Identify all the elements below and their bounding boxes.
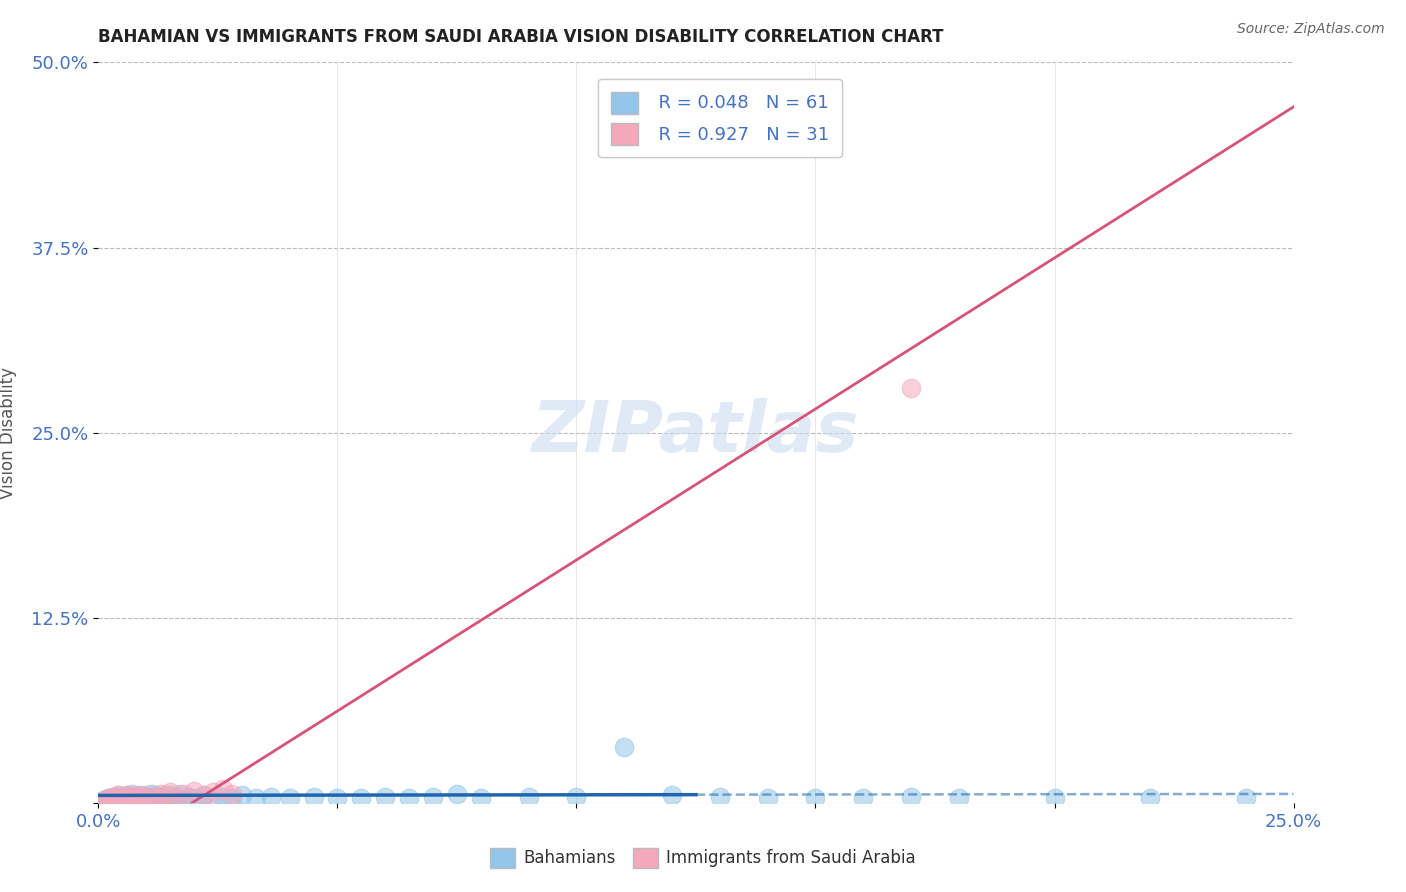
Point <box>183 784 205 798</box>
Point <box>125 793 148 807</box>
Point <box>125 789 148 804</box>
Point <box>231 789 253 803</box>
Point <box>131 791 153 805</box>
Point <box>173 793 195 807</box>
Point <box>125 789 148 803</box>
Y-axis label: Vision Disability: Vision Disability <box>0 367 17 499</box>
Point <box>302 789 325 804</box>
Point <box>101 794 124 808</box>
Point <box>135 789 157 804</box>
Point <box>91 793 114 807</box>
Point <box>91 794 114 808</box>
Point <box>221 787 243 801</box>
Point <box>900 381 922 395</box>
Point <box>115 793 138 807</box>
Point <box>145 789 167 803</box>
Point <box>1043 791 1066 805</box>
Point <box>517 789 540 804</box>
Point <box>374 789 396 804</box>
Point <box>145 793 167 807</box>
Point <box>155 793 177 807</box>
Point <box>350 791 373 805</box>
Legend: Bahamians, Immigrants from Saudi Arabia: Bahamians, Immigrants from Saudi Arabia <box>484 841 922 875</box>
Point <box>183 791 205 805</box>
Text: Source: ZipAtlas.com: Source: ZipAtlas.com <box>1237 22 1385 37</box>
Point <box>211 789 233 804</box>
Point <box>111 793 134 807</box>
Point <box>173 787 195 801</box>
Point <box>259 789 281 804</box>
Point <box>107 791 129 805</box>
Point <box>139 787 162 801</box>
Point <box>948 791 970 805</box>
Point <box>139 791 162 805</box>
Point <box>163 789 186 804</box>
Point <box>125 791 148 805</box>
Point <box>139 791 162 805</box>
Point <box>709 789 731 804</box>
Point <box>1234 791 1257 805</box>
Point <box>613 739 636 754</box>
Point <box>804 791 827 805</box>
Point <box>149 789 172 804</box>
Point <box>245 791 267 805</box>
Point <box>159 785 181 799</box>
Point <box>446 787 468 801</box>
Point <box>115 789 138 803</box>
Point <box>115 791 138 805</box>
Text: ZIPatlas: ZIPatlas <box>533 398 859 467</box>
Point <box>169 787 191 801</box>
Point <box>115 789 138 803</box>
Point <box>221 791 243 805</box>
Point <box>107 789 129 803</box>
Point <box>149 791 172 805</box>
Point <box>202 793 225 807</box>
Point <box>565 789 588 804</box>
Point <box>202 785 225 799</box>
Point <box>163 791 186 805</box>
Point <box>1139 791 1161 805</box>
Point <box>107 793 129 807</box>
Point <box>111 789 134 804</box>
Point <box>121 791 143 805</box>
Point <box>121 793 143 807</box>
Point <box>97 793 120 807</box>
Point <box>111 789 134 804</box>
Point <box>852 791 875 805</box>
Point <box>131 789 153 803</box>
Point <box>193 789 215 803</box>
Point <box>97 791 120 805</box>
Point <box>131 789 153 804</box>
Point <box>121 789 143 804</box>
Point <box>135 793 157 807</box>
Point <box>131 791 153 805</box>
Point <box>101 789 124 804</box>
Point <box>193 789 215 803</box>
Point <box>155 789 177 803</box>
Point <box>278 791 301 805</box>
Point <box>422 789 444 804</box>
Point <box>900 789 922 804</box>
Point <box>149 787 172 801</box>
Point <box>107 789 129 803</box>
Point <box>326 791 349 805</box>
Point <box>97 791 120 805</box>
Point <box>145 789 167 804</box>
Point <box>159 789 181 803</box>
Point <box>756 791 779 805</box>
Point <box>111 794 134 808</box>
Point <box>111 791 134 805</box>
Point <box>211 782 233 797</box>
Legend:   R = 0.048   N = 61,   R = 0.927   N = 31: R = 0.048 N = 61, R = 0.927 N = 31 <box>598 78 842 157</box>
Point <box>135 789 157 803</box>
Point <box>121 787 143 801</box>
Point <box>179 789 201 804</box>
Point <box>661 789 683 803</box>
Point <box>101 793 124 807</box>
Point <box>398 791 420 805</box>
Point <box>470 791 492 805</box>
Text: BAHAMIAN VS IMMIGRANTS FROM SAUDI ARABIA VISION DISABILITY CORRELATION CHART: BAHAMIAN VS IMMIGRANTS FROM SAUDI ARABIA… <box>98 28 943 45</box>
Point <box>101 789 124 804</box>
